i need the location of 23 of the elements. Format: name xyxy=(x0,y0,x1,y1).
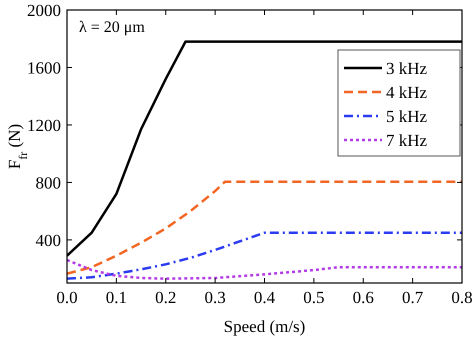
x-tick-label: 0.4 xyxy=(254,288,276,307)
line-series xyxy=(67,231,462,280)
x-axis-title: Speed (m/s) xyxy=(224,317,306,336)
legend-label: 3 kHz xyxy=(386,59,428,78)
x-tick-label: 0.7 xyxy=(402,288,424,307)
line-series xyxy=(67,258,462,280)
annotation: λ = 20 μm xyxy=(79,19,146,36)
y-tick-label: 400 xyxy=(36,230,61,250)
x-tick-label: 0.1 xyxy=(106,288,127,307)
y-tick-label: 1600 xyxy=(27,58,61,78)
x-tick-label: 0.3 xyxy=(204,288,226,307)
y-tick-label: 2000 xyxy=(27,1,61,20)
legend-label: 5 kHz xyxy=(386,107,428,126)
x-tick-label: 0.0 xyxy=(56,288,78,307)
line-series xyxy=(67,180,462,275)
x-tick-label: 0.5 xyxy=(303,288,324,307)
legend-label: 4 kHz xyxy=(386,83,428,102)
y-tick-label: 800 xyxy=(36,173,61,192)
x-tick-label: 0.8 xyxy=(451,288,473,307)
y-tick-label: 1200 xyxy=(27,116,61,135)
x-tick-label: 0.6 xyxy=(352,288,374,307)
legend-label: 7 kHz xyxy=(386,131,428,150)
x-tick-label: 0.2 xyxy=(155,288,176,307)
